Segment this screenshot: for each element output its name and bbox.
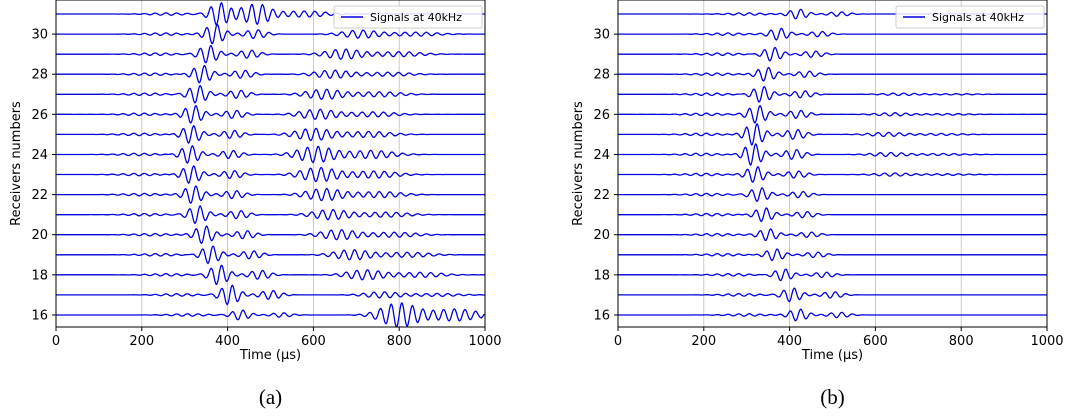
signal-trace-receiver-30 [56,23,485,45]
legend-label: Signals at 40kHz [932,11,1024,24]
x-tick-label: 600 [301,334,326,349]
signal-trace-receiver-20 [56,225,485,245]
x-axis-label: Time (μs) [239,348,301,363]
legend-box [333,5,483,29]
grid-lines [703,0,962,327]
signal-trace-receiver-17 [56,284,485,306]
y-tick-label: 24 [593,148,610,163]
y-tick-label: 18 [31,268,48,283]
signal-trace-receiver-29 [56,44,485,64]
x-tick-label: 0 [52,334,60,349]
signal-trace-receiver-21 [56,205,485,225]
signal-trace-receiver-29 [618,46,1047,62]
x-tick-label: 600 [863,334,888,349]
x-tick-label: 200 [129,334,154,349]
signal-trace-receiver-21 [618,207,1047,223]
signal-trace-receiver-22 [56,185,485,204]
x-tick-label: 1000 [1030,334,1063,349]
x-tick-label: 200 [691,334,716,349]
signal-trace-receiver-16 [618,308,1047,322]
plot-frame [617,0,1048,328]
signal-trace-receiver-24 [618,143,1047,167]
x-tick-label: 0 [614,334,622,349]
y-axis-ticks: 16 18 20 22 24 26 28 30 [593,28,618,323]
signal-trace-receiver-19 [56,245,485,265]
signal-trace-receiver-18 [56,264,485,286]
signal-trace-receiver-26 [618,105,1047,124]
signal-trace-receiver-28 [56,64,485,84]
panel-caption: (b) [820,385,845,409]
signal-trace-receiver-16 [56,302,486,328]
y-tick-label: 22 [593,188,610,203]
signal-trace-receiver-27 [56,84,485,104]
plot-frame [55,0,486,328]
panel-caption: (a) [259,385,282,409]
y-tick-label: 16 [593,308,610,323]
signal-trace-receiver-17 [618,287,1047,303]
x-tick-label: 1000 [468,334,501,349]
y-tick-label: 20 [31,228,48,243]
y-tick-label: 26 [31,108,48,123]
x-tick-label: 400 [215,334,240,349]
y-tick-label: 24 [31,148,48,163]
legend: Signals at 40kHz [895,5,1045,29]
panel-b: 0 200 400 600 800 1000 16 18 20 22 24 26 28 30 Time … [571,0,1064,409]
y-axis-label: Receivers numbers [571,101,586,226]
y-tick-label: 26 [593,108,610,123]
signal-trace-receiver-26 [56,105,485,124]
y-tick-label: 30 [593,28,610,43]
signal-trace-receiver-27 [618,85,1047,103]
signal-trace-receiver-23 [618,166,1047,183]
x-tick-label: 800 [949,334,974,349]
y-tick-label: 28 [31,68,48,83]
y-tick-label: 22 [31,188,48,203]
signal-trace-receiver-25 [618,122,1047,146]
legend-label: Signals at 40kHz [370,11,462,24]
x-tick-label: 400 [777,334,802,349]
signal-trace-receiver-25 [56,124,485,144]
y-tick-label: 28 [593,68,610,83]
signal-trace-receiver-23 [56,164,485,184]
y-tick-label: 30 [31,28,48,43]
x-tick-label: 800 [387,334,412,349]
signal-traces [56,1,486,328]
signal-traces [618,8,1047,322]
y-axis-ticks: 16 18 20 22 24 26 28 30 [31,28,56,323]
x-axis-label: Time (μs) [801,348,863,363]
y-axis-label: Receivers numbers [9,101,24,226]
panel-a: 0 200 400 600 800 1000 16 18 20 22 24 26 28 30 Time … [9,0,502,409]
signal-trace-receiver-19 [618,248,1047,262]
y-tick-label: 18 [593,268,610,283]
signal-trace-receiver-30 [618,27,1047,41]
y-tick-label: 20 [593,228,610,243]
signal-trace-receiver-28 [618,66,1047,82]
signal-trace-receiver-18 [618,268,1047,282]
x-axis-ticks: 0 200 400 600 800 1000 [614,327,1064,349]
legend-box [895,5,1045,29]
signal-trace-receiver-20 [618,228,1047,242]
signal-trace-receiver-22 [618,187,1047,203]
legend: Signals at 40kHz [333,5,483,29]
x-axis-ticks: 0 200 400 600 800 1000 [52,327,502,349]
signal-trace-receiver-24 [56,145,485,164]
y-tick-label: 16 [31,308,48,323]
